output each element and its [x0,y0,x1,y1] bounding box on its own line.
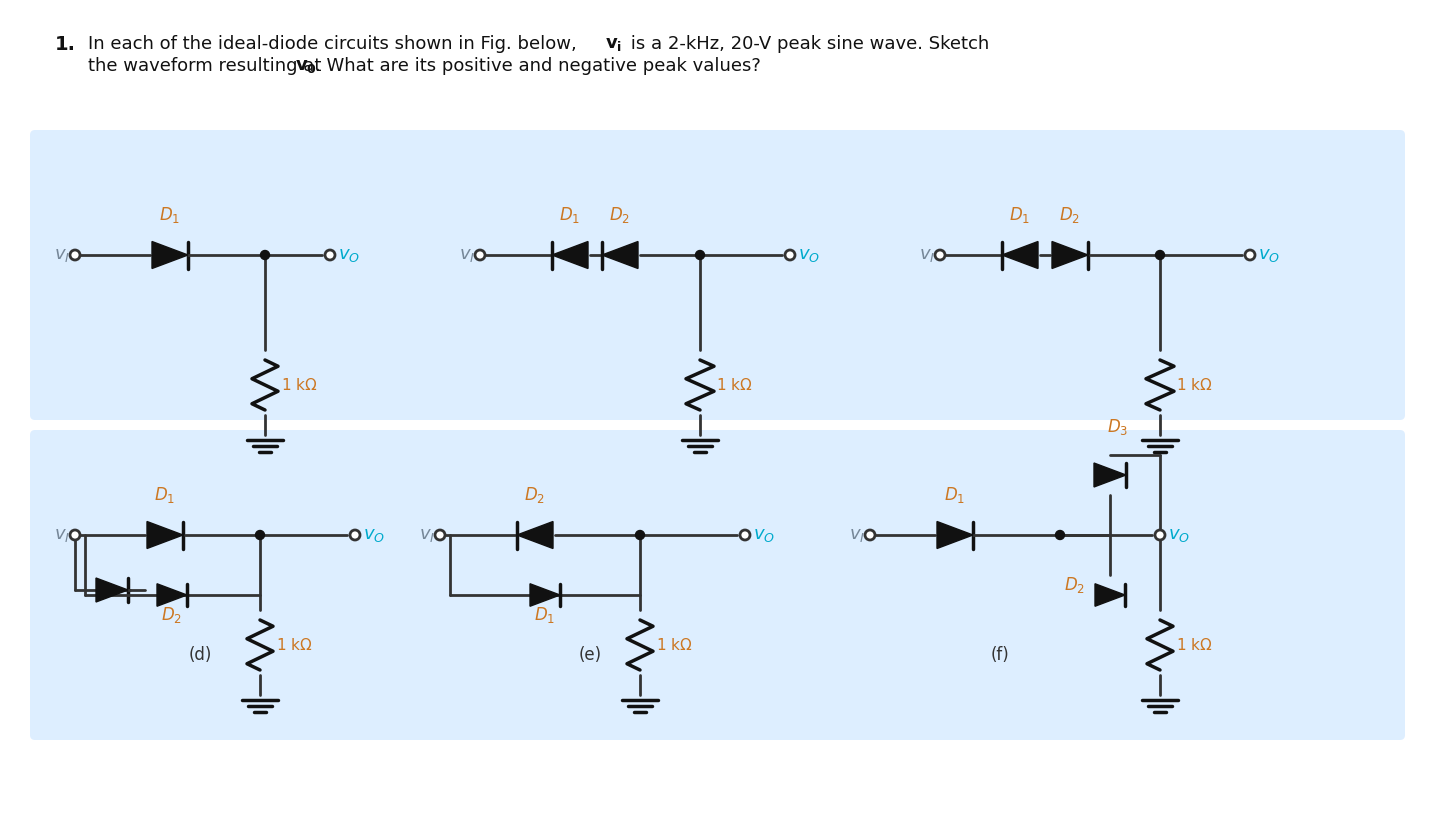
Text: $D_{1}$: $D_{1}$ [159,205,181,225]
Polygon shape [156,584,186,606]
Text: $v_O$: $v_O$ [1258,246,1281,264]
Circle shape [70,530,80,540]
Polygon shape [152,242,188,268]
Text: $v_I$: $v_I$ [459,246,475,264]
Text: $1\ \mathrm{k}\Omega$: $1\ \mathrm{k}\Omega$ [281,377,317,393]
Text: $1\ \mathrm{k}\Omega$: $1\ \mathrm{k}\Omega$ [1176,377,1213,393]
Text: $1\ \mathrm{k}\Omega$: $1\ \mathrm{k}\Omega$ [275,637,313,653]
Polygon shape [1053,242,1088,268]
Text: (d): (d) [188,646,212,664]
Circle shape [935,250,945,260]
Text: $D_{2}$: $D_{2}$ [1064,575,1086,595]
Text: is a 2-kHz, 20-V peak sine wave. Sketch: is a 2-kHz, 20-V peak sine wave. Sketch [625,35,989,53]
Circle shape [261,251,270,260]
Polygon shape [552,242,588,268]
Text: $v_O$: $v_O$ [338,246,360,264]
Text: (f): (f) [991,646,1010,664]
Text: 1.: 1. [54,35,76,54]
Text: $v_O$: $v_O$ [753,526,776,544]
Circle shape [475,250,485,260]
Circle shape [784,250,794,260]
Text: $D_{1}$: $D_{1}$ [559,205,581,225]
Text: the waveform resulting at: the waveform resulting at [87,57,327,75]
Circle shape [1055,530,1064,540]
Polygon shape [148,521,184,549]
Polygon shape [518,521,554,549]
Text: $D_{2}$: $D_{2}$ [162,605,182,625]
Polygon shape [1096,584,1126,606]
Circle shape [1156,251,1164,260]
Circle shape [255,530,264,540]
Text: $D_{2}$: $D_{2}$ [1060,205,1081,225]
Text: $v_O$: $v_O$ [363,526,386,544]
FancyBboxPatch shape [30,130,1405,420]
FancyBboxPatch shape [30,430,1405,740]
Text: $D_{1}$: $D_{1}$ [945,485,965,505]
Polygon shape [531,584,561,606]
Text: $v_I$: $v_I$ [54,526,70,544]
Text: $1\ \mathrm{k}\Omega$: $1\ \mathrm{k}\Omega$ [655,637,693,653]
Circle shape [435,530,445,540]
Text: $v_O$: $v_O$ [1169,526,1190,544]
Text: $v_I$: $v_I$ [419,526,435,544]
Polygon shape [1094,463,1126,487]
Text: $D_{2}$: $D_{2}$ [609,205,631,225]
Circle shape [1245,250,1255,260]
Text: $v_O$: $v_O$ [797,246,820,264]
Polygon shape [602,242,638,268]
Text: $\mathbf{v_0}$: $\mathbf{v_0}$ [295,57,317,75]
Text: $1\ \mathrm{k}\Omega$: $1\ \mathrm{k}\Omega$ [1176,637,1213,653]
Circle shape [740,530,750,540]
Circle shape [635,530,644,540]
Text: $v_I$: $v_I$ [54,246,70,264]
Circle shape [1154,530,1164,540]
Text: (e): (e) [578,646,601,664]
Circle shape [326,250,336,260]
Text: . What are its positive and negative peak values?: . What are its positive and negative pea… [315,57,761,75]
Circle shape [695,251,704,260]
Text: $D_{1}$: $D_{1}$ [1010,205,1031,225]
Polygon shape [96,578,128,602]
Text: $D_{3}$: $D_{3}$ [1107,417,1129,437]
Text: $D_{1}$: $D_{1}$ [155,485,175,505]
Polygon shape [936,521,974,549]
Circle shape [350,530,360,540]
Text: $v_I$: $v_I$ [919,246,935,264]
Text: $v_I$: $v_I$ [849,526,865,544]
Circle shape [865,530,875,540]
Polygon shape [1002,242,1038,268]
Text: $D_{2}$: $D_{2}$ [525,485,545,505]
Text: $D_{1}$: $D_{1}$ [535,605,555,625]
Text: In each of the ideal-diode circuits shown in Fig. below,: In each of the ideal-diode circuits show… [87,35,582,53]
Text: $1\ \mathrm{k}\Omega$: $1\ \mathrm{k}\Omega$ [716,377,753,393]
Text: $\mathbf{v_i}$: $\mathbf{v_i}$ [605,35,622,53]
Circle shape [70,250,80,260]
